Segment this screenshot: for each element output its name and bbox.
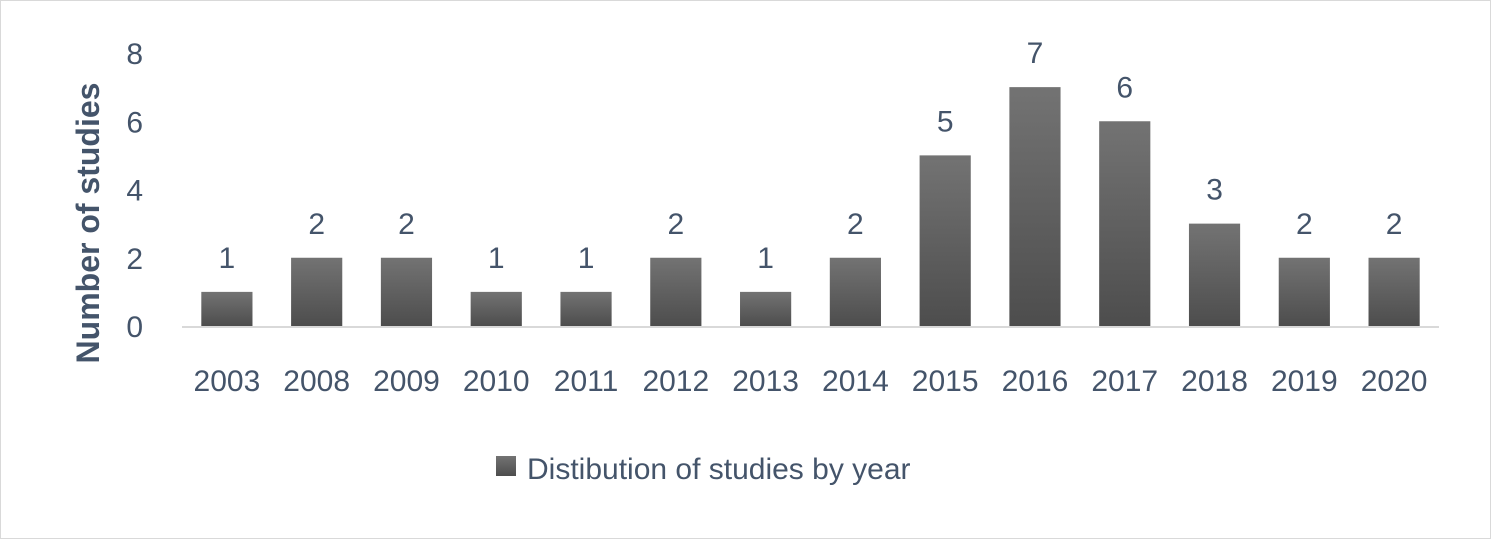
x-tick-label: 2016 — [1002, 365, 1069, 398]
bar — [650, 257, 702, 326]
y-axis-ticks: 0 2 4 6 8 — [126, 38, 143, 344]
data-labels: 1 2 2 1 1 2 1 2 5 7 6 3 2 2 — [219, 37, 1403, 275]
x-tick-label: 2018 — [1181, 365, 1248, 398]
legend: Distibution of studies by year — [496, 453, 911, 486]
data-label: 1 — [488, 242, 505, 275]
data-label: 1 — [578, 242, 595, 275]
x-tick-label: 2017 — [1091, 365, 1158, 398]
bar — [1099, 121, 1151, 326]
x-axis-labels: 2003 2008 2009 2010 2011 2012 2013 2014 2015 2016… — [194, 365, 1428, 398]
y-axis-title: Number of studies — [70, 83, 106, 364]
x-tick-label: 2014 — [822, 365, 889, 398]
bars — [201, 87, 1420, 326]
data-label: 2 — [1386, 208, 1403, 241]
bar — [919, 155, 971, 326]
x-tick-label: 2003 — [194, 365, 261, 398]
bar — [201, 291, 253, 326]
y-tick-label: 6 — [126, 106, 143, 139]
data-label: 5 — [937, 105, 954, 138]
data-label: 2 — [847, 208, 864, 241]
y-tick-label: 0 — [126, 311, 143, 344]
data-label: 1 — [757, 242, 774, 275]
data-label: 3 — [1206, 174, 1223, 207]
x-tick-label: 2012 — [642, 365, 709, 398]
data-label: 2 — [398, 208, 415, 241]
data-label: 2 — [667, 208, 684, 241]
bar — [560, 291, 612, 326]
x-tick-label: 2019 — [1271, 365, 1338, 398]
legend-swatch — [496, 456, 516, 476]
bar — [740, 291, 792, 326]
bar — [829, 257, 881, 326]
bar — [1368, 257, 1420, 326]
data-label: 6 — [1116, 71, 1133, 104]
x-tick-label: 2009 — [373, 365, 440, 398]
bar — [470, 291, 522, 326]
data-label: 7 — [1027, 37, 1044, 70]
x-tick-label: 2011 — [554, 365, 619, 398]
x-tick-label: 2015 — [912, 365, 979, 398]
data-label: 1 — [219, 242, 236, 275]
y-tick-label: 2 — [126, 243, 143, 276]
bar — [1009, 87, 1061, 326]
y-tick-label: 8 — [126, 38, 143, 71]
x-tick-label: 2008 — [283, 365, 350, 398]
data-label: 2 — [1296, 208, 1313, 241]
data-label: 2 — [308, 208, 325, 241]
y-tick-label: 4 — [126, 175, 143, 208]
legend-label: Distibution of studies by year — [527, 453, 911, 486]
bar — [291, 257, 343, 326]
x-tick-label: 2020 — [1361, 365, 1428, 398]
x-tick-label: 2010 — [463, 365, 530, 398]
bar — [1188, 223, 1241, 326]
bar — [1278, 257, 1330, 326]
x-tick-label: 2013 — [732, 365, 799, 398]
bar — [380, 257, 433, 326]
